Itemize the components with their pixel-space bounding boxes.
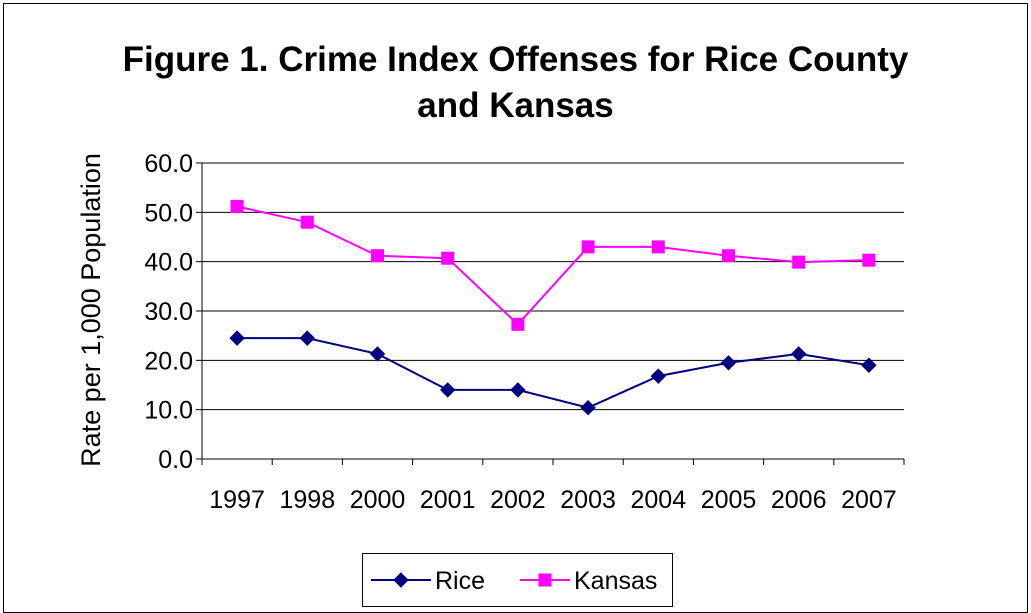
chart-title: Figure 1. Crime Index Offenses for Rice … (0, 37, 1031, 129)
series-rice (229, 330, 877, 416)
legend-marker-rice (393, 572, 409, 588)
legend-item-kansas: Kansas (520, 567, 657, 595)
y-tick-label: 50.0 (144, 199, 193, 227)
x-tick-label: 2006 (771, 486, 827, 514)
data-point-kansas (230, 199, 244, 213)
data-point-rice (229, 330, 245, 346)
legend-label-kansas: Kansas (574, 567, 657, 595)
chart-frame (3, 3, 1028, 613)
y-tick-label: 20.0 (144, 347, 193, 375)
x-tick-label: 2005 (701, 486, 757, 514)
data-point-kansas (651, 240, 665, 254)
data-point-kansas (441, 251, 455, 265)
x-tick-label: 2004 (630, 486, 686, 514)
legend-marker-kansas (538, 573, 552, 587)
data-point-rice (510, 382, 526, 398)
x-tick-label: 2001 (420, 486, 476, 514)
y-tick-label: 0.0 (158, 446, 193, 474)
y-axis-label: Rate per 1,000 Population (76, 153, 106, 467)
y-tick-label: 60.0 (144, 150, 193, 178)
axes (196, 162, 905, 465)
x-tick-label: 2002 (490, 486, 546, 514)
gridlines (202, 162, 904, 411)
y-tick-label: 40.0 (144, 249, 193, 277)
x-tick-labels: 1997 1998 2000 2001 2002 2003 2004 2005 2006 2007 (209, 486, 896, 514)
x-tick-label: 2007 (841, 486, 897, 514)
legend-label-rice: Rice (435, 567, 485, 595)
data-point-kansas (511, 317, 525, 331)
chart-title-line-1: Figure 1. Crime Index Offenses for Rice … (122, 40, 909, 79)
data-point-rice (369, 346, 386, 362)
data-point-kansas (581, 240, 595, 254)
data-point-rice (439, 382, 456, 398)
x-tick-label: 1997 (209, 486, 265, 514)
series-line-rice (237, 337, 870, 409)
x-tick-label: 2003 (560, 486, 616, 514)
data-point-rice (650, 368, 667, 384)
legend: Rice Kansas (362, 553, 673, 607)
legend-item-rice: Rice (371, 567, 485, 595)
data-point-kansas (792, 255, 806, 269)
data-point-kansas (371, 249, 384, 263)
series-line-kansas (236, 205, 869, 326)
series (229, 199, 877, 416)
data-point-rice (299, 330, 316, 346)
y-tick-label: 30.0 (144, 298, 193, 326)
data-point-rice (720, 355, 737, 371)
data-point-rice (580, 399, 596, 416)
data-point-kansas (862, 253, 876, 267)
chart-title-line-2: and Kansas (417, 86, 614, 125)
x-tick-label: 1998 (279, 486, 335, 514)
y-tick-labels: 0.0 10.0 20.0 30.0 40.0 50.0 60.0 (144, 150, 193, 474)
data-point-kansas (722, 249, 735, 263)
series-kansas (230, 199, 876, 331)
data-point-rice (861, 357, 877, 373)
data-point-kansas (300, 215, 314, 229)
y-tick-label: 10.0 (144, 397, 193, 425)
data-point-rice (790, 346, 807, 362)
x-tick-label: 2000 (350, 486, 406, 514)
